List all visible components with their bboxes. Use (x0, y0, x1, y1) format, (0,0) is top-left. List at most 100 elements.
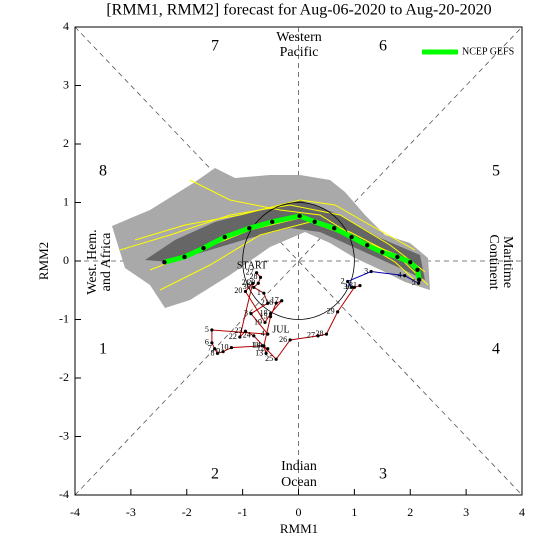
point (221, 350, 225, 354)
x-tick-label: -3 (126, 505, 136, 519)
point (270, 219, 275, 225)
day-label: 3 (364, 266, 368, 275)
point (252, 334, 256, 338)
y-tick-label: 3 (63, 77, 69, 91)
point (210, 341, 214, 345)
chart-title: [RMM1, RMM2] forecast for Aug-06-2020 to… (106, 2, 491, 19)
day-label: 1 (345, 282, 349, 291)
point (252, 285, 256, 289)
y-tick-label: -3 (59, 428, 69, 442)
point (162, 259, 167, 265)
inner-spread (145, 200, 425, 280)
point (352, 285, 356, 289)
day-label: 5 (205, 325, 209, 334)
day-label: 16 (265, 298, 273, 307)
region-label: Indian (281, 459, 317, 474)
point (263, 320, 267, 325)
point (215, 351, 220, 356)
point (251, 281, 255, 285)
point (346, 279, 350, 284)
point (266, 347, 270, 351)
point (417, 281, 421, 285)
point (332, 226, 337, 231)
day-label: 29 (327, 307, 335, 316)
y-tick-label: 1 (63, 194, 69, 208)
y-tick-label: -2 (59, 370, 69, 384)
y-tick-label: -4 (59, 487, 69, 501)
spread-area (112, 168, 430, 308)
day-label: 4 (398, 270, 402, 279)
day-label: 17 (271, 296, 279, 305)
day-label: 22 (229, 332, 237, 341)
x-tick-label: 1 (351, 505, 357, 519)
region-label: Western (276, 30, 322, 45)
region-label: Continent (486, 234, 501, 289)
point (243, 329, 248, 333)
point (201, 245, 206, 251)
series-line (163, 213, 422, 281)
point (249, 312, 253, 316)
x-axis-label: RMM1 (280, 521, 318, 536)
day-label: 12 (257, 344, 265, 353)
point (403, 274, 407, 278)
point (274, 357, 278, 361)
phase-label: 3 (379, 466, 387, 483)
region-label: and Africa (99, 232, 114, 291)
x-tick-label: 0 (296, 505, 302, 519)
day-label: 23 (234, 326, 242, 335)
day-label: 9 (216, 347, 220, 356)
point (254, 271, 259, 275)
point (369, 269, 373, 274)
day-label: 2 (341, 276, 345, 285)
point (380, 250, 385, 255)
region-label: West. Hem. (85, 229, 100, 294)
day-label: 25 (265, 354, 273, 363)
day-label: 8 (210, 348, 214, 357)
day-label: 1 (257, 288, 261, 297)
point (358, 283, 362, 288)
y-tick-label: 0 (63, 253, 69, 267)
month-label: JUL (272, 324, 289, 335)
day-label: 30 (343, 282, 351, 291)
point (243, 289, 248, 294)
point (229, 345, 234, 350)
point (274, 301, 278, 305)
point (297, 213, 302, 219)
x-tick-label: -1 (238, 505, 248, 519)
day-label: 3 (244, 308, 248, 317)
day-label: 20 (234, 286, 242, 295)
x-tick-label: -2 (182, 505, 192, 519)
point (324, 332, 329, 336)
point (268, 312, 273, 316)
y-tick-label: -1 (59, 311, 69, 325)
day-label: 26 (279, 335, 287, 344)
point (258, 275, 263, 279)
region-label: Ocean (281, 475, 317, 490)
phase-label: 4 (492, 341, 500, 358)
day-label: 6 (205, 338, 209, 347)
day-label: 28 (315, 329, 323, 338)
point (415, 267, 420, 272)
day-label: 5 (412, 278, 416, 287)
phase-label: 2 (211, 466, 219, 483)
point (336, 310, 340, 314)
point (268, 314, 273, 319)
phase-label: 8 (99, 163, 107, 180)
phase-label: 6 (379, 38, 387, 55)
day-label: 11 (251, 341, 259, 350)
day-label: 21 (242, 278, 250, 287)
point (264, 351, 268, 356)
region-label: Pacific (280, 45, 319, 60)
point (312, 219, 317, 225)
point (266, 301, 270, 305)
y-axis-label: RMM2 (36, 242, 51, 280)
point (262, 344, 266, 348)
x-tick-label: -4 (70, 505, 80, 519)
phase-label: 5 (492, 163, 500, 180)
day-label: 24 (243, 331, 251, 340)
point (408, 259, 413, 265)
phase-label: 7 (211, 38, 219, 55)
point (395, 254, 400, 260)
point (316, 334, 320, 338)
